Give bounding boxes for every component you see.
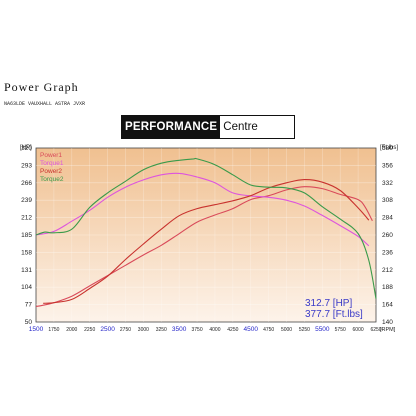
left-tick-label: 104 bbox=[21, 284, 32, 291]
left-tick-label: 185 bbox=[21, 232, 32, 239]
right-axis-unit: [Ft.lbs] bbox=[380, 145, 398, 151]
right-tick-label: 332 bbox=[382, 180, 393, 187]
series-lines bbox=[35, 157, 377, 308]
x-tick-label: 3500 bbox=[172, 326, 187, 333]
x-tick-label: 5750 bbox=[335, 327, 346, 333]
legend-entry: Power1 bbox=[40, 152, 62, 159]
x-tick-label: 3750 bbox=[191, 327, 202, 333]
legend-entry: Torque2 bbox=[40, 176, 64, 183]
right-tick-label: 188 bbox=[382, 284, 393, 291]
x-tick-label: 1750 bbox=[48, 327, 59, 333]
right-tick-label: 236 bbox=[382, 249, 393, 256]
left-tick-label: 293 bbox=[21, 162, 32, 169]
left-tick-label: 131 bbox=[21, 267, 32, 274]
right-tick-label: 212 bbox=[382, 267, 393, 274]
x-tick-label: 2750 bbox=[120, 327, 131, 333]
left-tick-label: 266 bbox=[21, 180, 32, 187]
readout-ft: 377.7 [Ft.lbs] bbox=[305, 309, 363, 320]
x-tick-label: 3000 bbox=[138, 327, 149, 333]
x-tick-label: 6250 bbox=[370, 327, 381, 333]
x-tick-label: 5500 bbox=[315, 326, 330, 333]
left-tick-label: 77 bbox=[25, 302, 33, 309]
left-tick-label: 50 bbox=[25, 319, 33, 326]
legend-entry: Power2 bbox=[40, 168, 62, 175]
vehicle-subtitle: NA63LDE VAUXHALL ASTRA JVXR bbox=[4, 101, 86, 107]
x-tick-label: 5000 bbox=[281, 327, 292, 333]
left-tick-label: 212 bbox=[21, 215, 32, 222]
legend-entry: Torque1 bbox=[40, 160, 64, 167]
left-tick-label: 158 bbox=[21, 249, 32, 256]
series-line-power1 bbox=[35, 186, 373, 308]
performance-centre-logo: PERFORMANCE Centre bbox=[121, 115, 295, 139]
right-tick-label: 284 bbox=[382, 215, 393, 222]
logo-dark-text: PERFORMANCE bbox=[122, 116, 221, 138]
left-axis-unit: [HP] bbox=[20, 145, 32, 151]
plot-area bbox=[35, 147, 377, 323]
tick-labels: 320 380 293 356 266 332 239 308 212 284 185 260 158 2… bbox=[20, 145, 398, 333]
right-tick-label: 356 bbox=[382, 162, 393, 169]
x-tick-label: 2250 bbox=[84, 327, 95, 333]
x-axis-unit: [RPM] bbox=[380, 327, 396, 333]
series-line-torque2 bbox=[35, 157, 377, 299]
left-tick-label: 320 bbox=[21, 145, 32, 152]
x-tick-label: 1500 bbox=[29, 326, 44, 333]
readout-hp: 312.7 [HP] bbox=[305, 298, 352, 309]
left-tick-label: 239 bbox=[21, 197, 32, 204]
x-tick-label: 6000 bbox=[353, 327, 364, 333]
x-tick-label: 2500 bbox=[100, 326, 115, 333]
logo-light-text: Centre bbox=[223, 121, 258, 133]
x-tick-label: 4000 bbox=[209, 327, 220, 333]
series-line-torque1 bbox=[35, 172, 370, 247]
x-tick-label: 4250 bbox=[227, 327, 238, 333]
right-tick-label: 308 bbox=[382, 197, 393, 204]
right-tick-label: 140 bbox=[382, 319, 393, 326]
x-tick-label: 4500 bbox=[244, 326, 259, 333]
x-tick-label: 2000 bbox=[66, 327, 77, 333]
x-tick-label: 5250 bbox=[299, 327, 310, 333]
right-tick-label: 164 bbox=[382, 302, 393, 309]
series-line-power2 bbox=[43, 179, 370, 304]
x-tick-label: 3250 bbox=[156, 327, 167, 333]
right-tick-label: 260 bbox=[382, 232, 393, 239]
x-tick-label: 4750 bbox=[263, 327, 274, 333]
page-title: Power Graph bbox=[4, 80, 79, 94]
right-tick-label: 380 bbox=[382, 145, 393, 152]
